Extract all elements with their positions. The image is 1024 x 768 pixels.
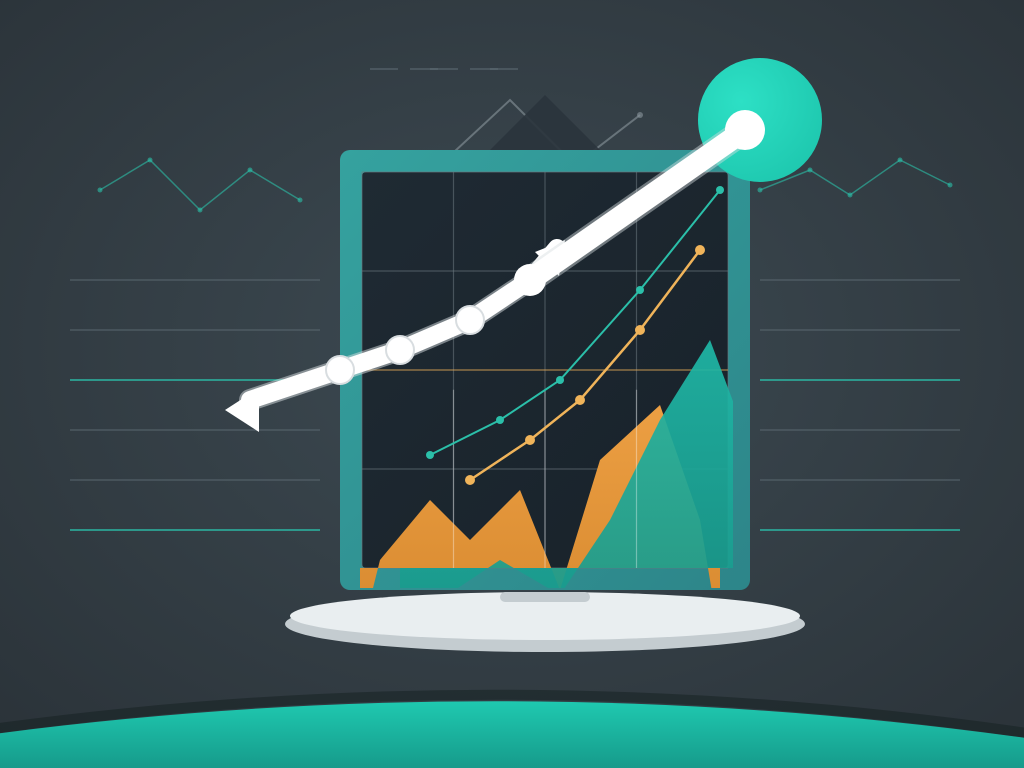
trend-line-teal-dot	[426, 451, 434, 459]
trend-line-orange-dot	[525, 435, 535, 445]
trend-line-teal-dot	[636, 286, 644, 294]
growth-arrow-dot	[386, 336, 414, 364]
growth-arrow-dot	[456, 306, 484, 334]
decor-sparkline-left-dot	[298, 198, 303, 203]
decor-sparkline-right-dot	[808, 168, 813, 173]
trend-line-teal-dot	[716, 186, 724, 194]
decor-sparkline-right-dot	[948, 183, 953, 188]
trend-line-orange-dot	[635, 325, 645, 335]
decor-sparkline-left-dot	[148, 158, 153, 163]
decor-sparkline-left-dot	[98, 188, 103, 193]
growth-arrow-dot	[326, 356, 354, 384]
decor-sparkline-left-dot	[248, 168, 253, 173]
trend-line-teal-dot	[556, 376, 564, 384]
trend-line-orange-dot	[695, 245, 705, 255]
decor-sparkline-left-dot	[198, 208, 203, 213]
growth-arrow-ext-end-dot	[725, 110, 765, 150]
growth-arrow-ext-start-dot	[514, 264, 546, 296]
infographic-canvas	[0, 0, 1024, 768]
decor-sparkline-right-dot	[758, 188, 763, 193]
trend-line-teal-dot	[496, 416, 504, 424]
decor-zigzag-dot	[637, 112, 643, 118]
laptop-notch	[500, 592, 590, 602]
decor-sparkline-right-dot	[848, 193, 853, 198]
trend-line-orange-dot	[575, 395, 585, 405]
infographic-svg	[0, 0, 1024, 768]
trend-line-orange-dot	[465, 475, 475, 485]
decor-sparkline-right-dot	[898, 158, 903, 163]
